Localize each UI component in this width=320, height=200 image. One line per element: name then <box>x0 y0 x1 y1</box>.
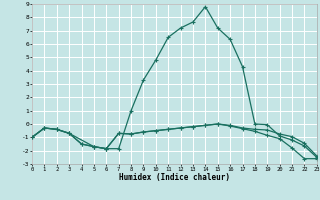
X-axis label: Humidex (Indice chaleur): Humidex (Indice chaleur) <box>119 173 230 182</box>
